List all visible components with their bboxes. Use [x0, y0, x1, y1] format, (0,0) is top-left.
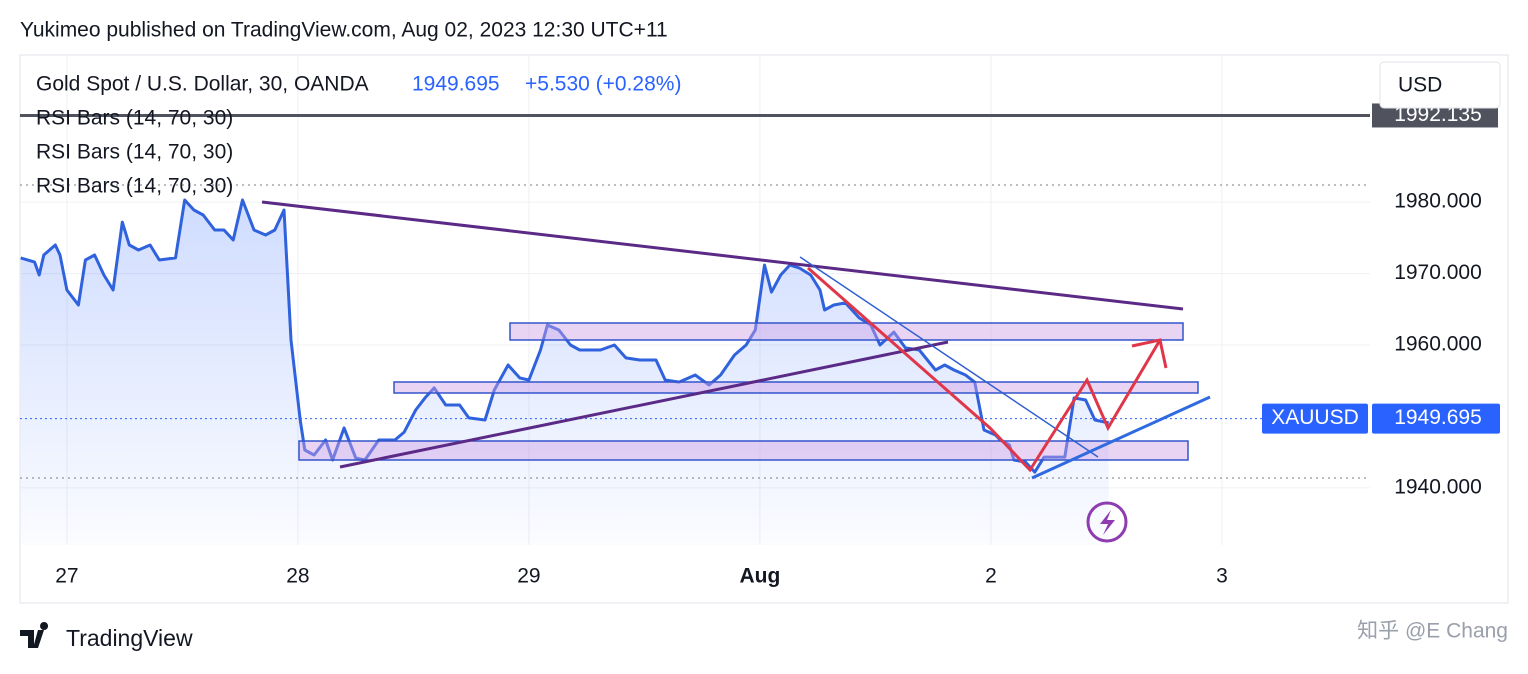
indicator-label: RSI Bars (14, 70, 30)	[36, 107, 233, 130]
last-price: 1949.695	[412, 73, 500, 96]
y-tick-label: 1980.000	[1394, 190, 1482, 213]
zone	[393, 381, 1199, 394]
chart-frame	[19, 54, 1509, 604]
zone	[509, 322, 1184, 341]
price-line	[20, 198, 1110, 474]
last-price-box	[1372, 403, 1500, 434]
zone	[298, 440, 1189, 461]
trend-line	[261, 200, 1184, 311]
projection-path	[807, 266, 1162, 473]
symbol-box	[1262, 403, 1368, 434]
x-tick-label: 27	[55, 565, 78, 588]
y-tick-label: 1960.000	[1394, 333, 1482, 356]
event-icon[interactable]	[1086, 501, 1128, 543]
trend-line	[1031, 395, 1211, 480]
trend-line	[339, 340, 949, 469]
hline-price-label: 1992.135	[1394, 103, 1482, 126]
x-tick-label: Aug	[739, 565, 780, 588]
brand-name: TradingView	[66, 625, 193, 651]
event-icon-bolt	[1100, 510, 1115, 535]
x-tick-label: 2	[985, 565, 997, 588]
arrow-head	[1131, 338, 1168, 369]
indicator-label: RSI Bars (14, 70, 30)	[36, 141, 233, 164]
drawings	[20, 184, 1370, 543]
x-tick-label: 29	[517, 565, 540, 588]
x-tick-label: 28	[286, 565, 309, 588]
x-tick-label: 3	[1216, 565, 1228, 588]
plot	[20, 113, 1370, 545]
watermark: 知乎 @E Chang	[1357, 620, 1508, 643]
indicator-label: RSI Bars (14, 70, 30)	[36, 175, 233, 198]
y-tick-label: 1940.000	[1394, 475, 1482, 498]
y-tick-label: 1970.000	[1394, 261, 1482, 284]
publish-note: Yukimeo published on TradingView.com, Au…	[20, 19, 668, 42]
trend-line	[799, 256, 1099, 458]
price-area	[20, 200, 1109, 545]
symbol-title: Gold Spot / U.S. Dollar, 30, OANDA	[36, 73, 369, 96]
currency-button[interactable]	[1379, 61, 1501, 109]
price-change: +5.530 (+0.28%)	[525, 73, 681, 96]
symbol-label: XAUUSD	[1271, 406, 1359, 429]
last-price-axis-label: 1949.695	[1394, 406, 1482, 429]
brand: TradingView	[20, 622, 193, 651]
brand-logo	[20, 622, 49, 648]
currency-label: USD	[1398, 74, 1442, 97]
